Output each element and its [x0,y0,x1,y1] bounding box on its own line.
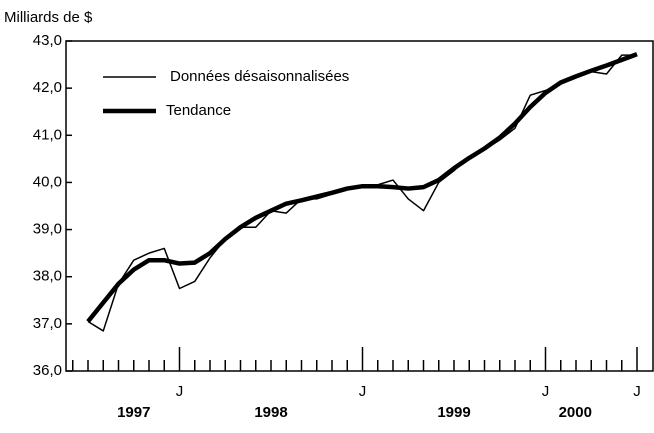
year-label: 1997 [117,404,150,421]
y-axis-label: Milliards de $ [4,9,93,26]
x-tick-label: J [359,383,367,400]
data-line [86,52,638,323]
y-tick-label: 39,0 [33,221,62,238]
y-tick-label: 37,0 [33,315,62,332]
x-tick-label: J [542,383,550,400]
year-label: 1999 [437,404,470,421]
y-tick-label: 42,0 [33,79,62,96]
y-tick-label: 38,0 [33,268,62,285]
x-tick-label: J [176,383,184,400]
plot-frame [65,40,654,372]
year-label: 1998 [254,404,287,421]
x-tick-label: J [633,383,641,400]
legend-label: Tendance [166,102,231,119]
y-tick-label: 36,0 [33,362,62,379]
year-label: 2000 [559,404,592,421]
legend-label: Données désaisonnalisées [170,68,349,85]
y-tick-label: 43,0 [33,32,62,49]
y-tick-label: 40,0 [33,173,62,190]
data-line [87,54,637,332]
y-tick-label: 41,0 [33,126,62,143]
